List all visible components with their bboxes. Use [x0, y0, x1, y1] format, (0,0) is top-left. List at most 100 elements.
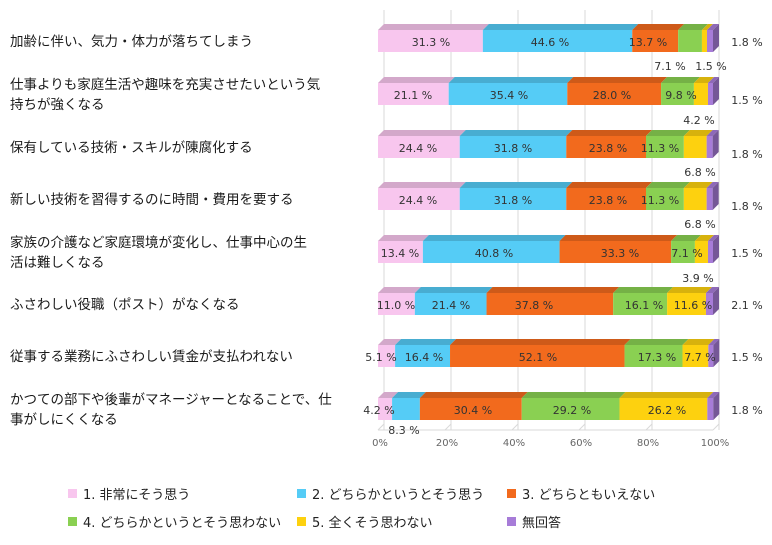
category-label: 持ちが強くなる — [10, 97, 105, 113]
data-label: 1.8 % — [731, 404, 762, 417]
bar-segment — [671, 241, 695, 263]
bar-top-face — [395, 339, 457, 345]
data-label: 2.1 % — [731, 299, 762, 312]
data-label: 13.7 % — [629, 36, 667, 49]
data-label: 16.1 % — [625, 299, 663, 312]
bar-top-face — [706, 130, 719, 136]
legend-label: 5. 全くそう思わない — [312, 516, 433, 531]
legend-item: 3. どちらともいえない — [507, 484, 655, 503]
category-label: 従事する業務にふさわしい賃金が支払われない — [10, 349, 293, 365]
legend-swatch — [297, 489, 306, 498]
bar-segment — [378, 241, 423, 263]
category-label: 事がしにくくなる — [10, 412, 118, 428]
category-label: 仕事よりも家庭生活や趣味を充実させたいという気 — [10, 76, 320, 93]
bar-top-face — [378, 77, 455, 83]
legend-label: 1. 非常にそう思う — [83, 488, 191, 503]
gridline-floor — [578, 423, 586, 431]
bar-segment — [667, 293, 706, 315]
stacked-bar-chart: 0% 20% 40% 60% 80% 100% 加齢に伴い、気力・体力が落ちてしまう仕事より… — [10, 10, 763, 449]
bar-top-face — [450, 339, 631, 345]
category-label: 家族の介護など家庭環境が変化し、仕事中心の生 — [10, 234, 307, 251]
bar-segment — [682, 345, 709, 367]
data-label: 1.8 % — [731, 36, 762, 49]
bar-top-face — [378, 287, 421, 293]
bar-segment — [378, 398, 393, 420]
bar-segment — [706, 30, 713, 52]
bar-top-face — [448, 77, 574, 83]
bar-segment — [392, 398, 420, 420]
legend-swatch — [507, 517, 516, 526]
data-label: 11.0 % — [377, 299, 415, 312]
bar-side-face — [713, 235, 719, 263]
x-tick-label: 40% — [503, 438, 525, 449]
bar-top-face — [683, 182, 713, 188]
gridline-floor — [712, 423, 720, 431]
data-label: 8.3 % — [388, 424, 419, 437]
data-label: 35.4 % — [490, 89, 528, 102]
data-label: 11.6 % — [674, 299, 712, 312]
legend-item: 1. 非常にそう思う — [68, 484, 190, 503]
bar-segment — [378, 136, 460, 158]
category-label: ふさわしい役職（ポスト）がなくなる — [10, 297, 240, 313]
bar-segment — [683, 136, 707, 158]
bar-top-face — [701, 24, 713, 30]
bar-segment — [450, 345, 625, 367]
data-label: 9.8 % — [665, 89, 696, 102]
x-tick-label: 60% — [570, 438, 592, 449]
legend-swatch — [297, 517, 306, 526]
bar-segment — [624, 345, 683, 367]
legend-label: 3. どちらともいえない — [522, 488, 656, 503]
bar-top-face — [567, 77, 668, 83]
category-label: かつての部下や後輩がマネージャーとなることで、仕 — [10, 392, 332, 408]
x-tick-label: 100% — [701, 438, 730, 449]
bar-top-face — [706, 24, 719, 30]
bar-segment — [419, 398, 522, 420]
gridline-floor — [645, 423, 653, 431]
legend-swatch — [68, 517, 77, 526]
bar-top-face — [378, 339, 402, 345]
data-label: 30.4 % — [454, 404, 492, 417]
bar-segment — [661, 83, 694, 105]
data-label: 7.1 % — [654, 60, 685, 73]
bar-segment — [646, 136, 684, 158]
bar-segment — [395, 345, 451, 367]
bar-segment — [521, 398, 620, 420]
bar-top-face — [566, 130, 652, 136]
bar-top-face — [422, 235, 566, 241]
data-label: 1.8 % — [731, 148, 762, 161]
bar-segment — [378, 30, 483, 52]
data-label: 7.1 % — [671, 247, 702, 260]
bar-segment — [414, 293, 487, 315]
category-label: 新しい技術を習得するのに時間・費用を要する — [10, 191, 294, 208]
bar-top-face — [619, 392, 714, 398]
bar-segment — [566, 136, 646, 158]
category-label: 活は難しくなる — [10, 255, 105, 271]
data-label: 11.3 % — [641, 194, 679, 207]
bar-side-face — [713, 77, 719, 105]
data-label: 6.8 % — [684, 166, 715, 179]
bar-top-face — [414, 287, 493, 293]
bar-segment — [707, 241, 713, 263]
bar-segment — [378, 188, 460, 210]
data-label: 33.3 % — [601, 247, 639, 260]
bar-top-face — [566, 182, 652, 188]
bar-side-face — [713, 339, 720, 367]
bar-segment — [701, 30, 707, 52]
bar-top-face — [678, 24, 708, 30]
bar-top-face — [646, 130, 690, 136]
bar-segment — [378, 83, 449, 105]
legend-item: 5. 全くそう思わない — [297, 512, 433, 531]
bar-segment — [566, 188, 646, 210]
data-label: 28.0 % — [593, 89, 631, 102]
bar-segment — [378, 293, 415, 315]
bar-segment — [448, 83, 568, 105]
bar-top-face — [707, 392, 720, 398]
bar-top-face — [482, 24, 639, 30]
bar-top-face — [661, 77, 700, 83]
category-label: 保有している技術・スキルが陳腐化する — [10, 140, 253, 156]
bar-segment — [559, 241, 672, 263]
data-label: 4.2 % — [363, 404, 394, 417]
legend-label: 2. どちらかというとそう思う — [312, 488, 485, 503]
data-label: 1.5 % — [731, 247, 762, 260]
bar-top-face — [559, 235, 678, 241]
